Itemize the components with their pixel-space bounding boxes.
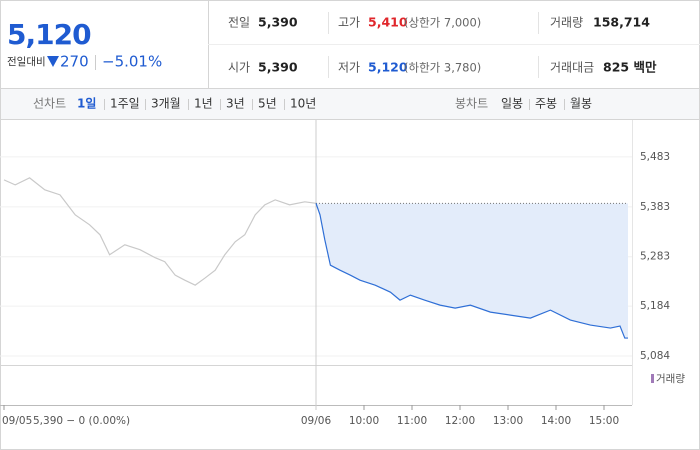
period-button[interactable]: 3년 (226, 97, 245, 111)
x-tick-label: 12:00 (445, 415, 475, 427)
stat-label: 전일 (228, 16, 250, 30)
candle-chart-label: 봉차트 (455, 97, 488, 111)
stat-label: 거래량 (550, 16, 583, 30)
stat-label: 거래대금 (550, 61, 594, 75)
readout: 5,390 − 0 (0.00%) (33, 415, 130, 427)
period-button[interactable]: 3개월 (151, 97, 181, 111)
period-button[interactable]: 1주일 (110, 97, 140, 111)
candle-button[interactable]: 월봉 (570, 97, 592, 111)
volume-legend: 거래량 (656, 373, 685, 385)
price-line (3, 177, 317, 286)
area-fill (316, 203, 628, 339)
x-tick-label: 10:00 (349, 415, 379, 427)
x-tick-label: 09/06 (301, 415, 332, 427)
stat-value: 5,390 (258, 60, 298, 75)
stat-note: (상한가 7,000) (404, 16, 481, 30)
x-tick-label: 14:00 (541, 415, 571, 427)
toolbar (0, 88, 700, 120)
x-tick-label: 09/05 (2, 415, 32, 427)
stat-label: 시가 (228, 61, 250, 75)
price-line (315, 203, 628, 339)
x-tick-label: 13:00 (493, 415, 523, 427)
stat-value: 5,120 (368, 60, 408, 75)
stat-value: 5,410 (368, 15, 408, 30)
period-button[interactable]: 5년 (258, 97, 277, 111)
current-price: 5,120 (7, 18, 91, 51)
stat-value: 825 백만 (603, 60, 657, 75)
volume-legend-swatch (651, 374, 654, 383)
period-button[interactable]: 10년 (290, 97, 316, 111)
stat-label: 저가 (338, 61, 360, 75)
y-tick-label: 5,084 (640, 350, 670, 362)
down-arrow (47, 56, 59, 67)
y-tick-label: 5,184 (640, 300, 670, 312)
x-tick-label: 11:00 (397, 415, 427, 427)
x-tick-label: 15:00 (589, 415, 619, 427)
stat-note: (하한가 3,780) (404, 61, 481, 75)
stat-value: 5,390 (258, 15, 298, 30)
change: 270 (60, 53, 89, 71)
candle-button[interactable]: 주봉 (535, 97, 557, 111)
candle-button[interactable]: 일봉 (501, 97, 523, 111)
change-rate: −5.01% (102, 53, 162, 71)
period-button[interactable]: 1년 (194, 97, 213, 111)
y-tick-label: 5,383 (640, 201, 670, 213)
y-tick-label: 5,483 (640, 151, 670, 163)
stat-value: 158,714 (593, 15, 650, 30)
line-chart-label: 선차트 (33, 97, 66, 111)
period-button[interactable]: 1일 (77, 97, 96, 111)
y-tick-label: 5,283 (640, 251, 670, 263)
change-label: 전일대비 (7, 55, 46, 68)
stat-label: 고가 (338, 16, 360, 30)
